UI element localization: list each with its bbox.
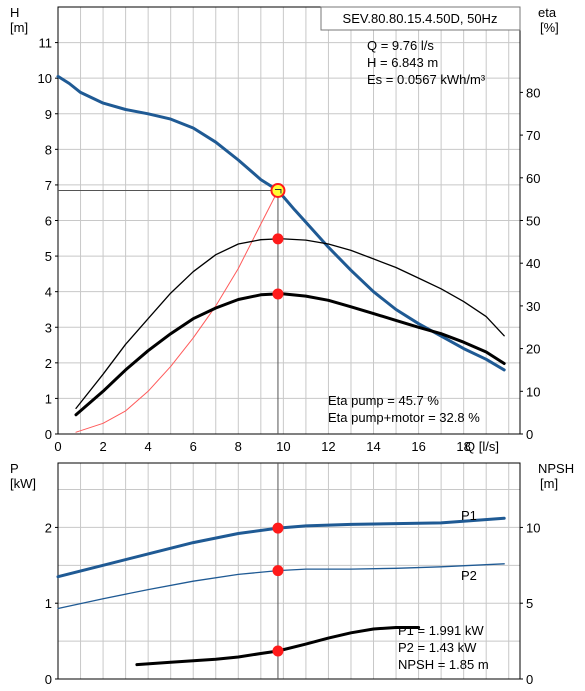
duty-marker	[272, 645, 284, 657]
left-axis-tick-label: 2	[45, 520, 52, 535]
left-axis-title: P	[10, 461, 19, 476]
power-info-line: NPSH = 1.85 m	[398, 657, 489, 672]
left-axis-tick-label: 6	[45, 214, 52, 229]
duty-info-line: Q = 9.76 l/s	[367, 38, 434, 53]
x-axis-tick-label: 14	[366, 439, 380, 454]
duty-info-line: H = 6.843 m	[367, 55, 438, 70]
left-axis-tick-label: 9	[45, 107, 52, 122]
right-axis-tick-label: 5	[526, 596, 533, 611]
series-system-line	[75, 190, 279, 433]
right-axis-tick-label: 70	[526, 128, 540, 143]
right-axis-tick-label: 0	[526, 427, 533, 442]
right-axis-title: eta	[538, 5, 557, 20]
duty-marker	[272, 565, 284, 577]
x-axis-title: Q [l/s]	[465, 439, 499, 454]
x-axis-tick-label: 16	[411, 439, 425, 454]
right-axis-tick-label: 80	[526, 85, 540, 100]
left-axis-tick-label: 8	[45, 142, 52, 157]
duty-info-line: Es = 0.0567 kWh/m³	[367, 72, 486, 87]
right-axis-tick-label: 60	[526, 171, 540, 186]
series-eta_total-line	[74, 292, 506, 417]
x-axis-tick-label: 4	[145, 439, 152, 454]
left-axis-tick-label: 1	[45, 391, 52, 406]
right-axis-tick-label: 10	[526, 384, 540, 399]
x-axis-tick-label: 6	[190, 439, 197, 454]
series-label-P1: P1	[461, 508, 477, 523]
duty-point-glyph	[274, 189, 282, 194]
title-box	[320, 6, 521, 31]
left-axis-title: H	[10, 5, 19, 20]
left-axis-tick-label: 11	[39, 36, 53, 51]
right-axis-title: [m]	[540, 476, 558, 491]
power-info-line: P2 = 1.43 kW	[398, 640, 477, 655]
left-axis-tick-label: 0	[45, 427, 52, 442]
x-axis-tick-label: 18	[456, 439, 470, 454]
right-axis-tick-label: 50	[526, 214, 540, 229]
x-axis-tick-label: 8	[235, 439, 242, 454]
x-axis-tick-label: 12	[321, 439, 335, 454]
plot-frame	[57, 462, 521, 680]
series-label-P2: P2	[461, 568, 477, 583]
right-axis-tick-label: 40	[526, 256, 540, 271]
left-axis-title: [m]	[10, 20, 28, 35]
left-axis-tick-label: 4	[45, 285, 52, 300]
right-axis-tick-label: 0	[526, 672, 533, 687]
efficiency-info-line: Eta pump+motor = 32.8 %	[328, 410, 480, 425]
left-axis-tick-label: 2	[45, 356, 52, 371]
x-axis-tick-label: 2	[99, 439, 106, 454]
left-axis-tick-label: 7	[45, 178, 52, 193]
right-axis-title: NPSH	[538, 461, 574, 476]
efficiency-info-line: Eta pump = 45.7 %	[328, 393, 439, 408]
left-axis-tick-label: 3	[45, 320, 52, 335]
series-head-line	[56, 74, 506, 372]
power-info-line: P1 = 1.991 kW	[398, 623, 484, 638]
chart-title: SEV.80.80.15.4.50D, 50Hz	[343, 11, 498, 26]
series-eta_pump-line	[75, 238, 505, 410]
left-axis-title: [kW]	[10, 476, 36, 491]
duty-point-marker	[270, 183, 286, 199]
left-axis-tick-label: 1	[45, 596, 52, 611]
duty-marker	[272, 522, 284, 534]
right-axis-tick-label: 30	[526, 299, 540, 314]
eta-total-duty-marker	[272, 288, 284, 300]
left-axis-tick-label: 5	[45, 249, 52, 264]
right-axis-tick-label: 10	[526, 520, 540, 535]
left-axis-tick-label: 10	[38, 71, 52, 86]
x-axis-tick-label: 10	[276, 439, 290, 454]
right-axis-title: [%]	[540, 20, 559, 35]
eta-pump-duty-marker	[272, 233, 284, 245]
right-axis-tick-label: 20	[526, 342, 540, 357]
x-axis-tick-label: 0	[54, 439, 61, 454]
left-axis-tick-label: 0	[45, 672, 52, 687]
